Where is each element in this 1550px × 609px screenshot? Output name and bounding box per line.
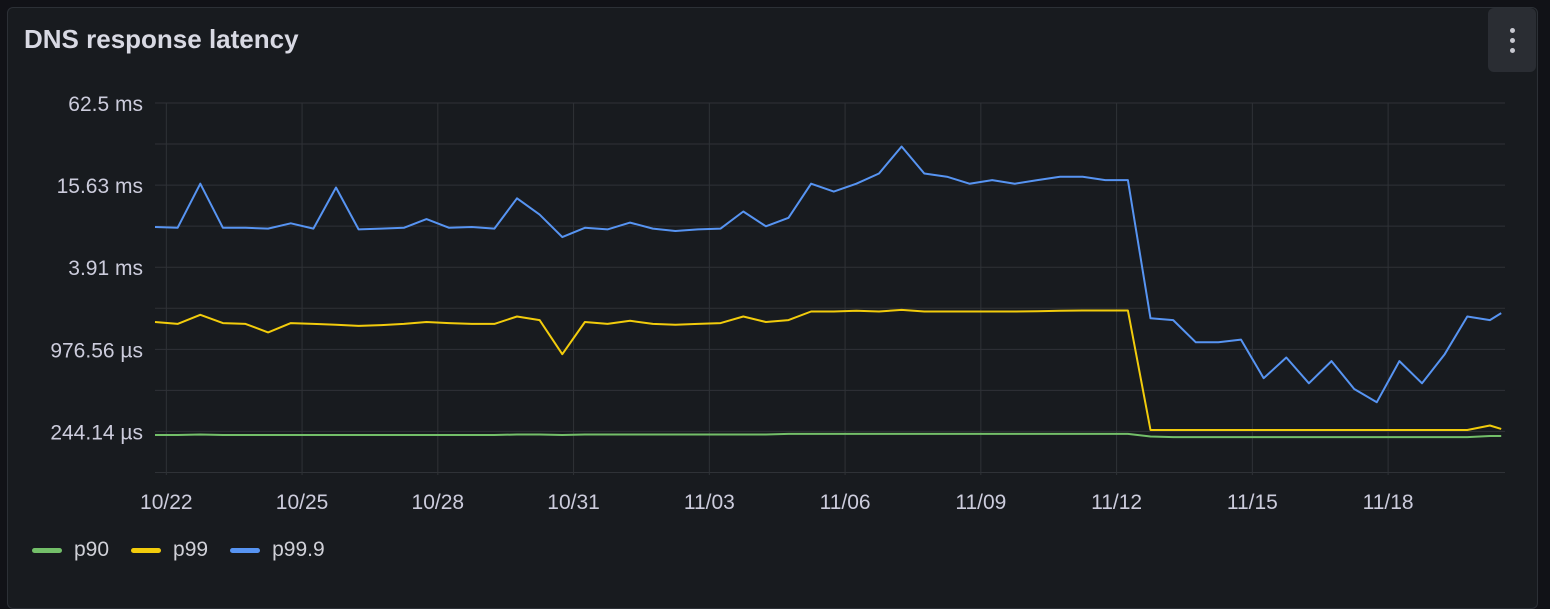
y-tick-label: 62.5 ms xyxy=(68,93,143,116)
legend-label: p99.9 xyxy=(272,538,325,561)
y-tick-label: 976.56 µs xyxy=(50,339,143,362)
legend-item-p99.9[interactable]: p99.9 xyxy=(230,538,325,562)
x-tick-label: 11/09 xyxy=(955,491,1006,514)
legend-swatch xyxy=(230,547,261,553)
kebab-vertical-icon-dot xyxy=(1510,48,1515,53)
panel-menu-button[interactable] xyxy=(1488,8,1536,72)
x-tick-label: 11/18 xyxy=(1363,491,1414,514)
y-tick-label: 15.63 ms xyxy=(57,175,143,198)
kebab-vertical-icon xyxy=(1510,28,1515,33)
series-line-p90 xyxy=(155,432,1502,439)
legend: p90 p99 p99.9 xyxy=(32,538,325,562)
x-tick-label: 11/15 xyxy=(1227,491,1278,514)
chart: 62.5 ms 15.63 ms 3.91 ms 976.56 µs 244.14 µs… xyxy=(50,93,1505,514)
y-tick-label: 244.14 µs xyxy=(50,421,143,444)
legend-item-p99[interactable]: p99 xyxy=(131,538,208,562)
legend-label: p99 xyxy=(173,538,209,561)
x-tick-label: 10/22 xyxy=(140,491,193,514)
x-tick-label: 11/06 xyxy=(820,491,871,514)
legend-swatch xyxy=(131,547,162,553)
panel-title: DNS response latency xyxy=(24,24,299,54)
kebab-vertical-icon-dot xyxy=(1510,38,1515,43)
legend-label: p90 xyxy=(74,538,110,561)
x-tick-label: 10/25 xyxy=(276,491,329,514)
x-tick-label: 11/12 xyxy=(1091,491,1142,514)
x-tick-label: 10/28 xyxy=(412,491,465,514)
x-tick-label: 11/03 xyxy=(684,491,735,514)
series-line-p99 xyxy=(154,308,1502,431)
legend-item-p90[interactable]: p90 xyxy=(32,538,109,562)
y-tick-label: 3.91 ms xyxy=(68,257,143,280)
legend-swatch xyxy=(32,547,62,553)
series-line-p99.9 xyxy=(154,145,1502,404)
x-tick-label: 10/31 xyxy=(547,491,600,514)
